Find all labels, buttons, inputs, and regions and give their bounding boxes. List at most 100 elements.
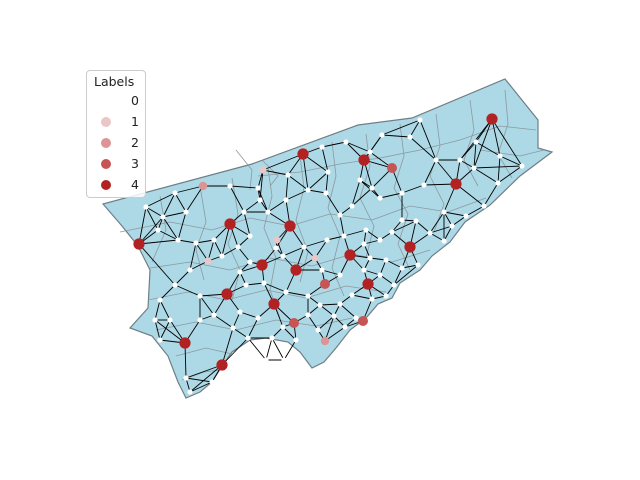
graph-edge (324, 315, 335, 342)
graph-node-label-0 (160, 214, 166, 220)
graph-edge (174, 192, 187, 213)
graph-edge (325, 192, 341, 216)
graph-edge (162, 192, 176, 218)
graph-node-label-3 (320, 279, 330, 289)
graph-node-label-4 (284, 220, 296, 232)
legend-item: 4 (87, 175, 147, 195)
graph-edge (283, 339, 297, 361)
graph-node-label-0 (243, 282, 249, 288)
graph-edge (385, 259, 403, 269)
graph-node-label-0 (172, 282, 178, 288)
graph-edge (162, 216, 179, 241)
legend-label: 0 (131, 93, 139, 108)
graph-edge (391, 220, 417, 233)
graph-edge (195, 242, 209, 262)
graph-node-label-0 (305, 293, 311, 299)
graph-node-label-0 (341, 233, 347, 239)
graph-edge (419, 119, 437, 161)
graph-node-label-0 (209, 379, 215, 385)
graph-edge (443, 211, 453, 227)
graph-edge (159, 299, 171, 321)
graph-edge (483, 182, 499, 207)
graph-node-label-0 (183, 375, 189, 381)
graph-node-label-0 (343, 139, 349, 145)
graph-edge (229, 185, 259, 189)
graph-edge (391, 219, 403, 233)
legend-label: 1 (131, 114, 139, 129)
graph-node-label-0 (361, 241, 367, 247)
neighbourhood-boundary (151, 195, 167, 263)
graph-node-label-0 (281, 357, 287, 363)
graph-node-label-0 (377, 195, 383, 201)
city-boundary (101, 78, 554, 399)
neighbourhood-boundary (175, 347, 233, 357)
graph-edge (189, 242, 197, 271)
graph-edge (229, 185, 245, 213)
legend-marker (101, 159, 111, 169)
graph-edge (491, 118, 523, 167)
graph-edge (465, 205, 485, 217)
graph-edge (174, 284, 201, 297)
graph-edge (381, 119, 421, 136)
legend-label: 4 (131, 177, 139, 192)
graph-node-label-1 (204, 257, 212, 265)
graph-node-label-0 (481, 203, 487, 209)
graph-node-label-0 (211, 237, 217, 243)
graph-edge (177, 239, 197, 244)
graph-edge (429, 225, 453, 234)
graph-node-label-0 (337, 272, 343, 278)
graph-node-label-4 (179, 337, 191, 349)
graph-node-label-3 (289, 318, 299, 328)
graph-node-label-1 (273, 236, 281, 244)
graph-node-label-3 (387, 163, 397, 173)
graph-node-label-0 (391, 282, 397, 288)
graph-node-label-0 (241, 209, 247, 215)
graph-edge (307, 189, 327, 194)
graph-edge (363, 239, 381, 245)
graph-edge (473, 167, 499, 184)
graph-node-label-0 (519, 163, 525, 169)
graph-edge (245, 282, 265, 286)
graph-node-label-0 (227, 183, 233, 189)
graph-node-label-4 (290, 264, 302, 276)
graph-edge (285, 189, 309, 201)
graph-node-label-0 (315, 327, 321, 333)
graph-node-label-0 (342, 324, 348, 330)
graph-node-label-0 (495, 180, 501, 186)
graph-node-label-0 (319, 144, 325, 150)
graph-edge (499, 155, 523, 167)
graph-node-label-1 (259, 166, 267, 174)
graph-node-label-0 (379, 132, 385, 138)
graph-node-label-0 (143, 204, 149, 210)
graph-edge (429, 232, 445, 242)
graph-edge (319, 304, 335, 317)
legend-title: Labels (94, 74, 135, 89)
graph-node-label-0 (187, 389, 193, 395)
graph-node-label-0 (283, 197, 289, 203)
graph-node-label-0 (457, 157, 463, 163)
graph-edge (307, 314, 319, 331)
graph-edge (285, 291, 309, 297)
graph-edge (451, 215, 467, 227)
graph-node-label-0 (175, 237, 181, 243)
graph-edge (243, 211, 251, 237)
graph-node-label-0 (257, 197, 263, 203)
graph-edge (282, 326, 297, 341)
graph-edge (491, 118, 501, 157)
graph-node-label-0 (349, 292, 355, 298)
neighbourhood-boundary (393, 123, 411, 271)
graph-edge (271, 337, 285, 361)
graph-edge (237, 235, 251, 248)
graph-node-label-0 (247, 259, 253, 265)
graph-node-label-0 (415, 262, 421, 268)
legend-item: 2 (87, 133, 147, 153)
neighbourhood-boundary (261, 159, 279, 187)
graph-node-label-0 (383, 257, 389, 263)
graph-edge (379, 192, 403, 199)
graph-edge (285, 174, 289, 201)
graph-edge (138, 206, 147, 245)
graph-edge (154, 299, 161, 321)
graph-edge (321, 146, 329, 173)
legend-marker (101, 138, 111, 148)
